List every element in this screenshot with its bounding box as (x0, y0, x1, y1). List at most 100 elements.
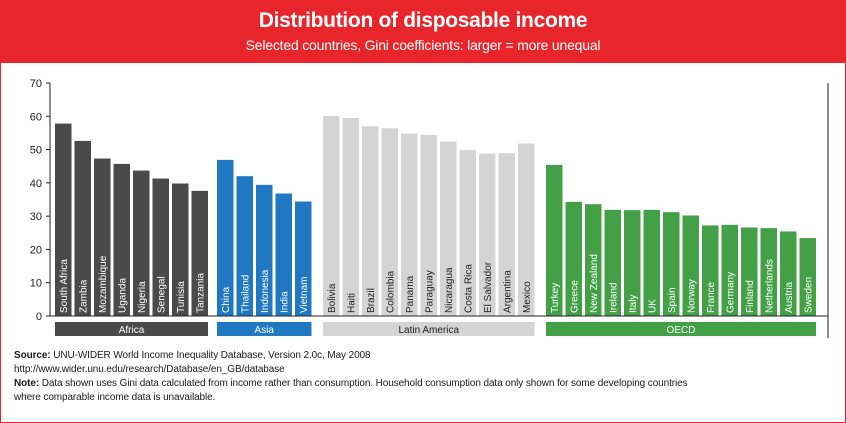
bar (702, 225, 719, 316)
bar-label: Paraguay (424, 270, 435, 313)
y-tick-label: 50 (30, 145, 42, 157)
bar-label: Netherlands (764, 259, 775, 313)
bar-label: Norway (686, 279, 697, 313)
bar-label: India (279, 291, 290, 313)
y-tick-label: 10 (30, 278, 42, 290)
bar-label: Zambia (78, 279, 89, 313)
bar (295, 201, 312, 316)
bar (799, 238, 816, 316)
bar (459, 150, 476, 316)
bar-label: Finland (745, 280, 756, 313)
bar (113, 163, 130, 316)
bar-label: Ireland (608, 282, 619, 313)
y-tick-label: 60 (30, 111, 42, 123)
bar (152, 178, 169, 316)
group-label: OECD (667, 325, 696, 336)
bar (721, 224, 738, 316)
bar-label: Thailand (240, 275, 251, 313)
y-tick-label: 40 (30, 178, 42, 190)
bar-label: Nicaragua (444, 267, 455, 313)
bar-label: Mozambique (98, 255, 109, 313)
bar-label: France (706, 281, 717, 313)
bar-label: Haiti (346, 293, 357, 313)
bar (741, 227, 758, 316)
bar (362, 126, 379, 316)
bar (323, 115, 340, 317)
bar (440, 141, 457, 316)
bar-label: Mexico (522, 281, 533, 313)
bar (518, 143, 535, 316)
bar-label: New Zealand (589, 254, 600, 313)
bar-label: Uganda (117, 278, 128, 313)
bar (682, 215, 699, 316)
note-label: Note: (14, 378, 40, 389)
bar-label: Spain (667, 287, 678, 313)
bar (94, 158, 111, 316)
bar (585, 204, 602, 316)
bar-label: Turkey (550, 283, 561, 313)
bar-label: Indonesia (260, 269, 271, 313)
bar-label: China (221, 286, 232, 313)
bar (133, 170, 150, 316)
group-label: Latin America (398, 325, 459, 336)
bar (236, 176, 253, 316)
bar-label: Argentina (502, 270, 513, 313)
y-tick-label: 0 (36, 311, 42, 323)
header-banner: Distribution of disposable income Select… (0, 0, 846, 63)
y-tick-label: 70 (30, 78, 42, 90)
bar-label: Sweden (803, 277, 814, 313)
bar-label: Germany (725, 272, 736, 313)
bar-label: Bolivia (327, 283, 338, 313)
group-band (546, 322, 816, 336)
bar (604, 209, 621, 316)
group-band (55, 322, 208, 336)
bar (275, 193, 292, 316)
bar (780, 231, 797, 316)
bar (172, 183, 189, 316)
note-text: Data shown uses Gini data calculated fro… (14, 378, 688, 403)
bar (381, 128, 398, 316)
bar (498, 153, 515, 316)
source-label: Source: (14, 350, 51, 361)
bar (565, 201, 582, 316)
bar-label: El Salvador (483, 261, 494, 313)
bar-label: Senegal (156, 276, 167, 313)
bar-label: Tunisia (176, 281, 187, 313)
bar (401, 133, 418, 316)
bar-label: Nigeria (137, 281, 148, 313)
bar (663, 212, 680, 316)
y-tick-label: 20 (30, 244, 42, 256)
bar (217, 159, 234, 316)
bar-label: Austria (784, 281, 795, 313)
group-label: Africa (119, 325, 145, 336)
bar (643, 209, 660, 316)
note-line: Note: Data shown uses Gini data calculat… (14, 377, 714, 405)
bar-label: UK (647, 299, 658, 313)
bar (546, 164, 563, 316)
group-label: Asia (255, 325, 275, 336)
group-band (217, 322, 312, 336)
bar (420, 134, 437, 316)
group-band (323, 322, 535, 336)
bar-label: Greece (569, 280, 580, 313)
bar-label: South Africa (59, 259, 70, 313)
bar-label: Italy (628, 295, 639, 313)
source-text: UNU-WIDER World Income Inequality Databa… (53, 350, 371, 361)
bar (191, 190, 208, 316)
bar-label: Brazil (366, 288, 377, 313)
bar (760, 228, 777, 316)
source-line: Source: UNU-WIDER World Income Inequalit… (14, 349, 714, 363)
bar-label: Vietnam (299, 276, 310, 313)
chart-subtitle: Selected countries, Gini coefficients: l… (245, 37, 601, 53)
notes-block: Source: UNU-WIDER World Income Inequalit… (14, 349, 714, 405)
chart-title: Distribution of disposable income (258, 9, 588, 32)
bar-chart: 0 10 20 30 40 50 60 70 South Africa Zambia Mozambi… (30, 78, 829, 338)
source-url: http://www.wider.unu.edu/research/Databa… (14, 364, 285, 375)
bar-label: Tanzania (195, 273, 206, 313)
y-tick-label: 30 (30, 211, 42, 223)
bar-label: Colombia (385, 270, 396, 313)
bar (479, 153, 496, 316)
bar (74, 140, 91, 316)
bar (256, 184, 273, 316)
bar (55, 123, 72, 316)
